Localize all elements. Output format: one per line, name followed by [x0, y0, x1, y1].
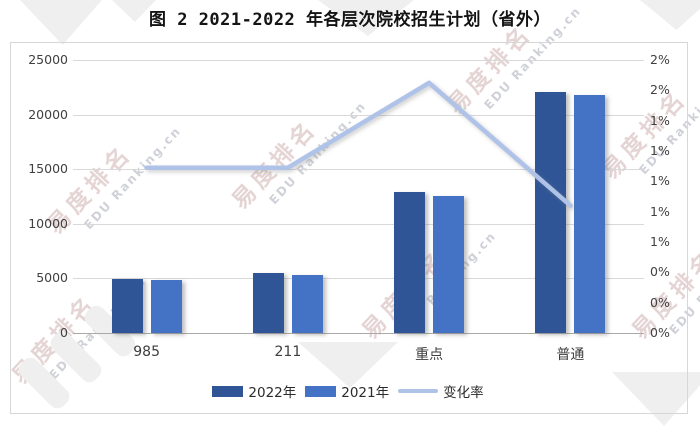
legend-line-swatch	[398, 389, 439, 393]
bar-2022-general	[535, 91, 567, 333]
left-axis-tick-label: 25000	[28, 52, 68, 67]
right-axis-tick-label: 2%	[650, 52, 670, 67]
category-label-985: 985	[133, 344, 160, 360]
bar-2022-211	[252, 273, 284, 333]
category-label-general: 普通	[556, 347, 585, 363]
legend-label: 变化率	[443, 385, 484, 401]
category-label-211: 211	[274, 344, 302, 360]
legend: 2022年 2021年 变化率	[10, 381, 686, 401]
chart-title: 图 2 2021-2022 年各层次院校招生计划（省外）	[148, 10, 552, 30]
bar-2021-985	[150, 279, 182, 333]
bar-2021-key	[433, 195, 465, 333]
gridline	[73, 60, 644, 61]
left-axis-tick-label: 5000	[36, 270, 68, 286]
left-axis-tick-label: 15000	[28, 161, 68, 177]
bar-2021-general	[574, 94, 606, 333]
change-rate-line	[144, 80, 573, 208]
right-axis-tick-label: 1%	[650, 203, 670, 219]
right-axis-tick-label: 0%	[650, 325, 670, 340]
chart-frame	[10, 42, 688, 414]
gridline	[73, 169, 644, 171]
legend-label: 2021年	[341, 385, 390, 401]
legend-item-change-rate: 变化率	[398, 381, 484, 401]
legend-color-swatch	[212, 385, 244, 397]
bar-2022-key	[394, 192, 426, 333]
bar-2021-211	[291, 275, 323, 333]
gridline	[73, 333, 644, 334]
right-axis-tick-label: 1%	[650, 234, 670, 249]
legend-item-2022: 2022年	[212, 381, 296, 401]
left-axis-tick-label: 0	[60, 325, 68, 340]
category-label-key: 重点	[415, 347, 444, 363]
gridline	[73, 278, 644, 280]
right-axis-tick-label: 0%	[650, 294, 670, 310]
right-axis-tick-label: 1%	[650, 173, 670, 189]
right-axis-tick-label: 1%	[650, 143, 670, 158]
legend-color-swatch	[305, 385, 337, 397]
legend-label: 2022年	[248, 385, 297, 401]
legend-item-2021: 2021年	[305, 381, 389, 401]
gridline	[73, 114, 644, 116]
right-axis-tick-label: 0%	[650, 264, 670, 280]
right-axis-tick-label: 2%	[650, 82, 670, 98]
gridline	[73, 223, 644, 225]
left-axis-tick-label: 10000	[28, 215, 68, 231]
left-axis-tick-label: 20000	[28, 106, 68, 122]
right-axis-tick-label: 1%	[650, 112, 670, 128]
